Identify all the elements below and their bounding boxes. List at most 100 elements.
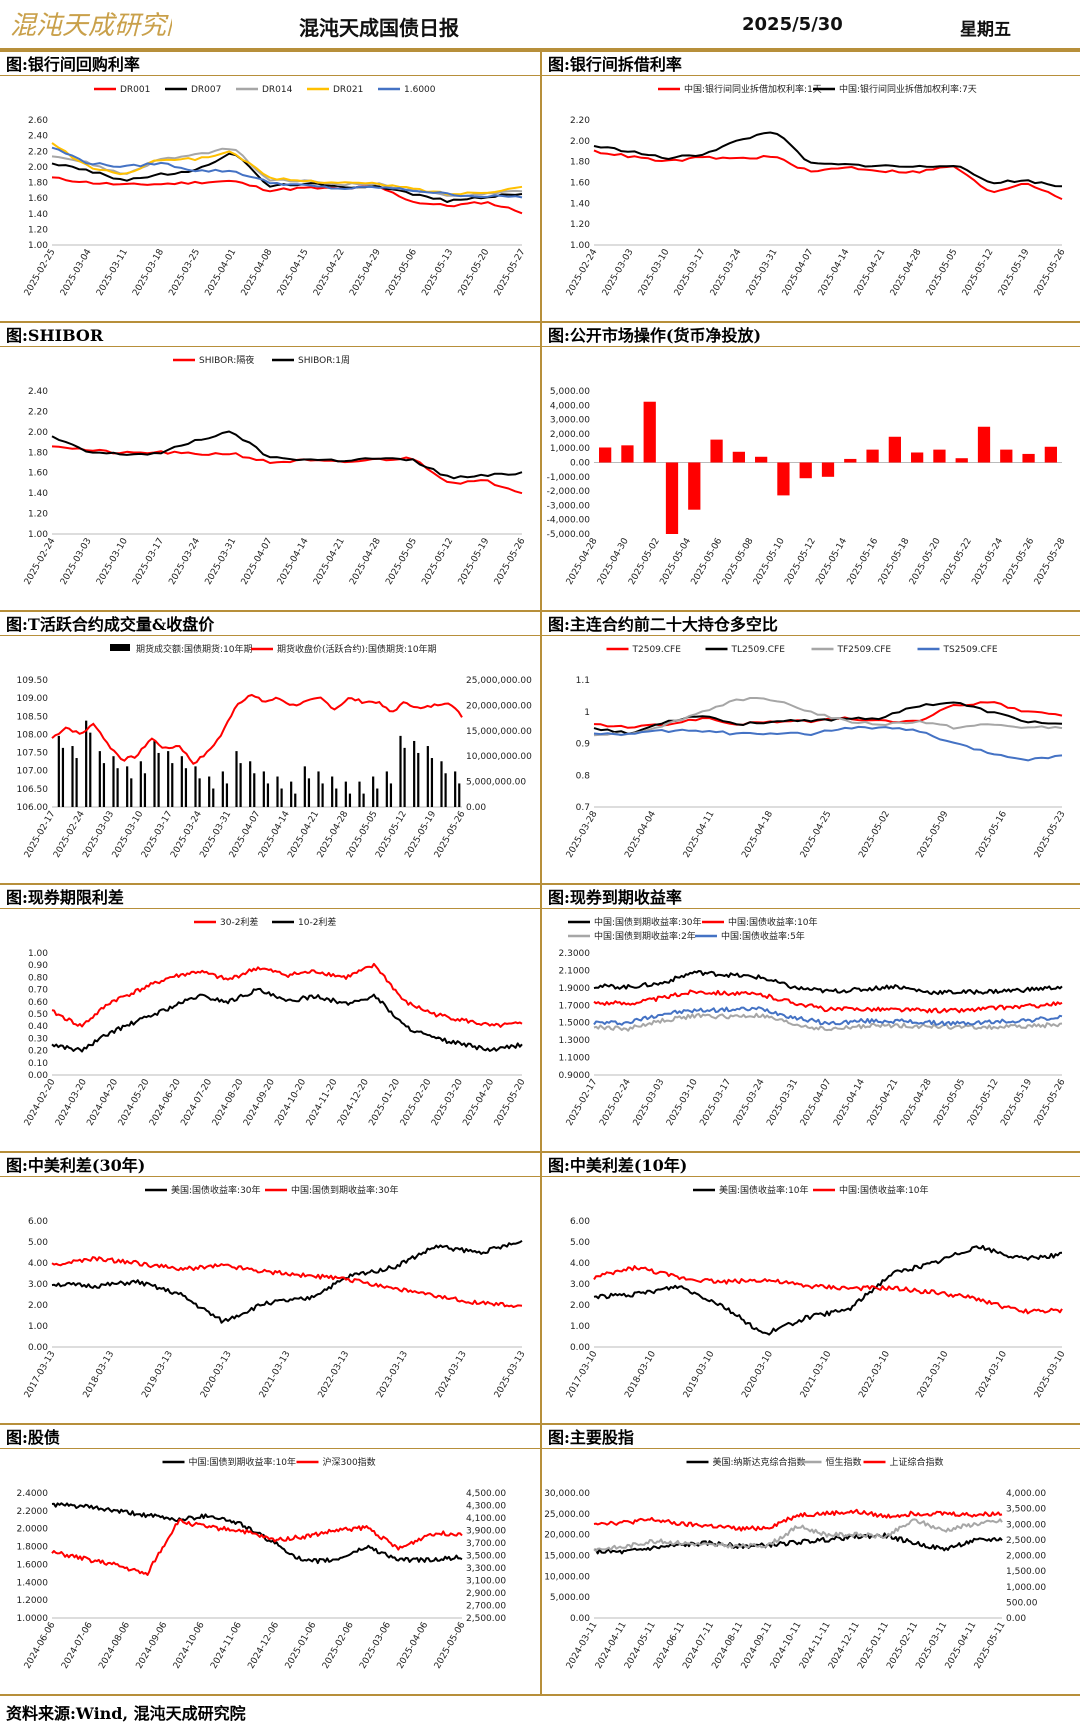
volume-bar <box>221 771 224 807</box>
x-tick-label: 2025-01-06 <box>284 1620 319 1671</box>
legend-label: DR021 <box>333 85 363 95</box>
report-header: 混沌天成研究院 混沌天成国债日报 2025/5/30 星期五 <box>0 0 1080 50</box>
volume-bar <box>194 766 197 807</box>
chart-area: 5,000.00 4,000.00 3,000.00 2,000.00 1,000.00… <box>542 347 1080 608</box>
x-tick-label: 2024-12-20 <box>336 1077 371 1128</box>
y-tick-label: 0.8 <box>576 771 591 781</box>
volume-bar <box>143 773 147 807</box>
x-tick-label: 2025-02-20 <box>399 1077 434 1128</box>
x-tick-label: 2025-05-10 <box>752 536 787 587</box>
volume-bar <box>417 752 420 807</box>
legend-label: 期货成交额:国债期货:10年期 <box>136 643 253 655</box>
x-tick-label: 2025-02-06 <box>321 1620 356 1671</box>
y-right-tick-label: 3,500.00 <box>1006 1505 1046 1515</box>
x-tick-label: 2025-02-25 <box>23 248 58 298</box>
y-tick-label: -3,000.00 <box>547 501 591 511</box>
y-right-tick-label: 2,900.00 <box>466 1589 506 1599</box>
y-tick-label: 1.60 <box>28 469 48 479</box>
legend-item: 中国:国债到期收益率:30年 <box>568 916 702 928</box>
x-tick-label: 2025-05-20 <box>493 1077 528 1128</box>
y-tick-label: -1,000.00 <box>547 473 591 483</box>
x-tick-label: 2022-03-13 <box>317 1350 352 1400</box>
volume-bar <box>212 788 215 807</box>
legend-item: 恒生指数 <box>799 1456 862 1468</box>
y-tick-label: 109.50 <box>17 676 49 686</box>
x-tick-label: 2021-03-10 <box>799 1349 834 1400</box>
x-tick-label: 2025-04-20 <box>461 1077 496 1128</box>
volume-bar <box>198 778 201 807</box>
y-right-tick-label: 1,000.00 <box>1006 1583 1046 1593</box>
volume-bar <box>184 768 188 807</box>
logo: 混沌天成研究院 <box>6 6 172 42</box>
chart-svg: 30-2利差 10-2利差 1.00 0.90 0.80 0.70 0.60 0.50 0.40… <box>23 916 528 1128</box>
legend-item: 沪深300指数 <box>296 1456 376 1468</box>
y-tick-label: 1.00 <box>570 1322 590 1332</box>
y-tick-label: 15,000.00 <box>544 1552 590 1562</box>
y-tick-label: 1.80 <box>570 158 590 168</box>
y-tick-label: 2.60 <box>28 116 48 126</box>
legend-label: 中国:国债到期收益率:10年 <box>189 1456 297 1468</box>
y-tick-label: 107.00 <box>17 767 49 777</box>
series-line <box>51 430 523 480</box>
legend-item: 中国:国债到期收益率:2年 <box>568 930 696 942</box>
series-line <box>593 1265 1063 1315</box>
x-tick-label: 2022-03-10 <box>857 1349 892 1400</box>
panel-title: 图:中美利差(10年) <box>542 1151 1080 1177</box>
volume-bar <box>126 766 129 807</box>
y-right-tick-label: 10,000,000.00 <box>466 752 532 762</box>
y-tick-label: 2.20 <box>28 147 48 157</box>
x-tick-label: 2024-07-20 <box>179 1077 214 1128</box>
legend-item: 中国:国债收益率:10年 <box>702 916 818 928</box>
x-tick-label: 2019-03-10 <box>682 1349 717 1400</box>
legend-item: 中国:国债到期收益率:30年 <box>265 1184 399 1196</box>
y-tick-label: 106.00 <box>17 803 49 813</box>
x-tick-label: 2025-03-10 <box>1033 1349 1068 1400</box>
legend-label: 期货收盘价(活跃合约):国债期货:10年期 <box>277 643 437 655</box>
x-tick-label: 2025-03-10 <box>95 536 130 587</box>
volume-bar <box>239 763 242 807</box>
volume-bar <box>85 720 88 807</box>
x-tick-label: 2024-06-06 <box>23 1620 58 1671</box>
legend-label: 10-2利差 <box>298 916 336 928</box>
x-tick-label: 2025-04-08 <box>240 247 275 298</box>
y-tick-label: 20,000.00 <box>544 1531 590 1541</box>
x-tick-label: 2025-05-22 <box>939 537 974 587</box>
panel-title: 图:银行间回购利率 <box>0 50 540 76</box>
y-tick-label: 2.2000 <box>17 1507 49 1517</box>
volume-bar <box>262 771 265 807</box>
x-tick-label: 2024-08-20 <box>211 1077 246 1128</box>
series-line <box>593 1532 1003 1555</box>
chart-area: 美国:国债收益率:10年 中国:国债收益率:10年 6.00 5.00 4.00 3.00… <box>542 1177 1080 1421</box>
y-tick-label: 2.00 <box>28 1301 48 1311</box>
volume-bar <box>153 740 156 807</box>
legend-item: T2509.CFE <box>606 645 681 655</box>
y-tick-label: 1.1000 <box>559 1054 591 1064</box>
y-tick-label: 2.00 <box>570 1301 590 1311</box>
x-tick-label: 2025-03-24 <box>709 247 744 298</box>
y-tick-label: 0.80 <box>28 973 48 983</box>
chart-area: 美国:国债收益率:30年 中国:国债到期收益率:30年 6.00 5.00 4.00 3.… <box>0 1177 540 1421</box>
y-tick-label: 6.00 <box>570 1217 590 1227</box>
x-tick-label: 2021-03-13 <box>258 1350 293 1400</box>
y-right-tick-label: 3,300.00 <box>466 1564 506 1574</box>
y-tick-label: 4.00 <box>28 1259 48 1269</box>
report-title: 混沌天成国债日报 <box>299 16 459 40</box>
legend-label: 中国:国债到期收益率:30年 <box>291 1184 399 1196</box>
y-tick-label: 1.7000 <box>559 1001 591 1011</box>
panel-title: 图:公开市场操作(货币净投放) <box>542 321 1080 347</box>
panel-title: 图:T活跃合约成交量&收盘价 <box>0 610 540 636</box>
y-tick-label: 109.00 <box>17 694 49 704</box>
panel-title: 图:现券期限利差 <box>0 883 540 909</box>
y-right-tick-label: 2,500.00 <box>1006 1536 1046 1546</box>
panel-title: 图:股债 <box>0 1423 540 1449</box>
legend-item: 美国:国债收益率:30年 <box>145 1184 261 1196</box>
y-tick-label: 1.00 <box>570 241 590 251</box>
series-line <box>51 176 523 215</box>
y-right-tick-label: 2,700.00 <box>466 1602 506 1612</box>
panel-title: 图:SHIBOR <box>0 321 540 347</box>
y-tick-label: 0.00 <box>28 1343 48 1353</box>
y-tick-label: -2,000.00 <box>547 487 591 497</box>
volume-bar <box>180 756 183 807</box>
x-tick-label: 2020-03-10 <box>740 1349 775 1400</box>
y-tick-label: 1.20 <box>570 220 590 230</box>
